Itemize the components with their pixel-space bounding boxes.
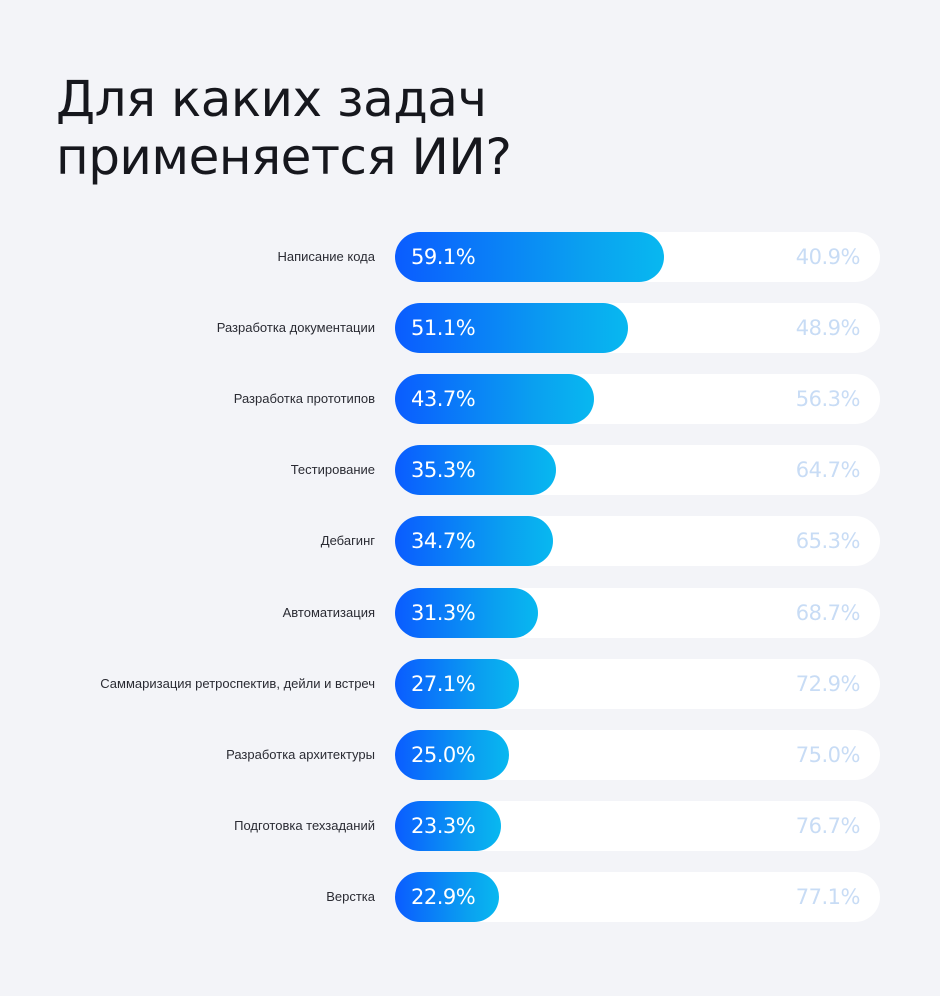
value-label: 25.0% — [411, 742, 476, 767]
category-label: Подготовка техзаданий — [234, 817, 375, 833]
bar — [395, 587, 538, 638]
bar — [395, 658, 519, 709]
remainder-label: 56.3% — [795, 387, 861, 412]
bar-row: Разработка архитектуры 25.0% 75.0% — [0, 729, 940, 780]
remainder-label: 40.9% — [795, 245, 861, 269]
bar-row: Разработка прототипов 43.7% 56.3% — [0, 374, 940, 425]
bar — [395, 516, 554, 567]
remainder-label: 48.9% — [795, 316, 861, 341]
remainder-label: 76.7% — [795, 813, 861, 838]
category-label: Разработка документации — [216, 320, 375, 336]
bar-row: Верстка 22.9% 77.1% — [0, 871, 940, 922]
bar-row: Разработка документации 51.1% 48.9% — [0, 303, 940, 354]
category-label: Автоматизация — [282, 604, 375, 620]
remainder-label: 75.0% — [795, 742, 861, 767]
title-line-2: применяется ИИ? — [56, 128, 512, 186]
bar-row: Подготовка техзаданий 23.3% 76.7% — [0, 800, 940, 851]
value-label: 34.7% — [411, 529, 476, 554]
bar-row: Дебагинг 34.7% 65.3% — [0, 516, 940, 567]
category-label: Разработка архитектуры — [226, 746, 375, 762]
value-label: 43.7% — [411, 387, 476, 412]
remainder-label: 64.7% — [795, 458, 861, 483]
bar — [395, 871, 500, 922]
remainder-label: 77.1% — [795, 884, 861, 909]
chart-title: Для каких задач применяется ИИ? — [56, 70, 512, 186]
value-label: 23.3% — [411, 813, 476, 838]
bar — [395, 800, 502, 851]
category-label: Саммаризация ретроспектив, дейли и встре… — [100, 675, 375, 691]
remainder-label: 68.7% — [795, 600, 861, 625]
bar-row: Саммаризация ретроспектив, дейли и встре… — [0, 658, 940, 709]
bar — [395, 445, 556, 496]
category-label: Тестирование — [290, 462, 375, 478]
value-label: 31.3% — [411, 600, 476, 625]
remainder-label: 65.3% — [795, 529, 861, 554]
value-label: 59.1% — [411, 245, 476, 269]
title-line-1: Для каких задач — [56, 70, 487, 128]
remainder-label: 72.9% — [795, 671, 861, 696]
category-label: Дебагинг — [320, 533, 375, 549]
value-label: 51.1% — [411, 316, 476, 341]
bar — [395, 232, 665, 282]
bar-row: Написание кода 59.1% 40.9% — [0, 232, 940, 282]
bar-row: Тестирование 35.3% 64.7% — [0, 445, 940, 496]
bar — [395, 729, 509, 780]
value-label: 22.9% — [411, 884, 476, 909]
category-label: Разработка прототипов — [233, 391, 375, 407]
bar-row: Автоматизация 31.3% 68.7% — [0, 587, 940, 638]
bar — [395, 374, 595, 425]
category-label: Верстка — [326, 888, 375, 904]
category-label: Написание кода — [277, 249, 375, 264]
value-label: 35.3% — [411, 458, 476, 483]
bar — [395, 303, 629, 354]
value-label: 27.1% — [411, 671, 476, 696]
